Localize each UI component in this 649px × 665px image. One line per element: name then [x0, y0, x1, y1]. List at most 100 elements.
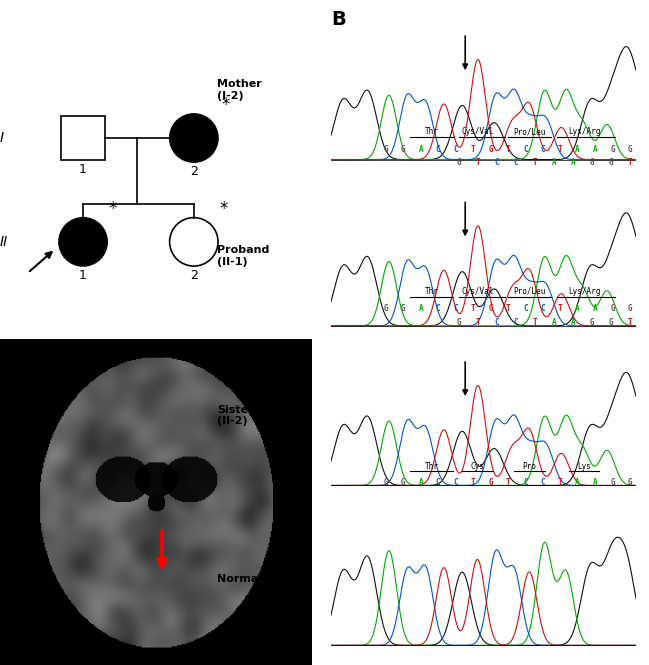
Text: A: A: [570, 158, 575, 167]
Text: Lys/Arg: Lys/Arg: [568, 287, 600, 296]
Text: A: A: [552, 0, 556, 1]
Text: Thr: Thr: [424, 127, 439, 136]
Text: C: C: [436, 144, 441, 154]
Text: A: A: [419, 144, 423, 154]
Text: C: C: [436, 478, 441, 487]
Text: C: C: [523, 144, 528, 154]
Text: Pro/Leu: Pro/Leu: [513, 127, 545, 136]
Text: A: A: [570, 317, 575, 327]
Text: G: G: [610, 304, 615, 313]
Text: C: C: [436, 304, 441, 313]
Text: T: T: [476, 158, 480, 167]
Text: C: C: [453, 144, 458, 154]
Text: A: A: [419, 478, 423, 487]
Text: A: A: [593, 144, 597, 154]
Text: *: *: [219, 200, 228, 217]
Text: C: C: [514, 317, 519, 327]
Text: Thr: Thr: [424, 462, 439, 471]
Text: 2: 2: [190, 165, 198, 178]
Circle shape: [169, 217, 218, 266]
Text: G: G: [610, 144, 615, 154]
Text: *: *: [108, 200, 117, 217]
Text: G: G: [609, 158, 613, 167]
Text: A: A: [570, 0, 575, 1]
Text: Cys/Val: Cys/Val: [461, 127, 494, 136]
Text: T: T: [558, 478, 563, 487]
Text: G: G: [590, 158, 594, 167]
Text: C: C: [453, 304, 458, 313]
Text: G: G: [590, 0, 594, 1]
Text: T: T: [533, 317, 537, 327]
Text: G: G: [609, 0, 613, 1]
Text: G: G: [457, 0, 461, 1]
Text: T: T: [628, 317, 632, 327]
Text: G: G: [488, 304, 493, 313]
Text: G: G: [628, 304, 632, 313]
Text: C: C: [495, 158, 499, 167]
Text: T: T: [558, 144, 563, 154]
Text: T: T: [506, 304, 510, 313]
Text: Lys: Lys: [577, 462, 591, 471]
Text: A: A: [593, 478, 597, 487]
Text: G: G: [488, 144, 493, 154]
Text: T: T: [471, 304, 475, 313]
Text: T: T: [628, 158, 632, 167]
Text: G: G: [384, 478, 388, 487]
Text: Lys/Arg: Lys/Arg: [568, 127, 600, 136]
Text: A: A: [419, 304, 423, 313]
Text: T: T: [506, 144, 510, 154]
Text: C: C: [495, 0, 499, 1]
Text: A: A: [575, 144, 580, 154]
Text: B: B: [331, 10, 346, 29]
Text: Sister
(II-2): Sister (II-2): [217, 405, 254, 426]
Text: C: C: [541, 304, 545, 313]
Text: II: II: [0, 235, 8, 249]
Text: Proband
(II-1): Proband (II-1): [217, 245, 270, 267]
Text: A: A: [552, 158, 556, 167]
Text: G: G: [457, 158, 461, 167]
Text: C: C: [541, 478, 545, 487]
Text: 2: 2: [190, 269, 198, 281]
Text: G: G: [628, 144, 632, 154]
Text: G: G: [384, 144, 388, 154]
Text: C: C: [523, 304, 528, 313]
Text: A: A: [552, 317, 556, 327]
Text: G: G: [401, 478, 406, 487]
Text: Cys: Cys: [471, 462, 484, 471]
Text: C: C: [514, 158, 519, 167]
Text: A: A: [575, 304, 580, 313]
Circle shape: [59, 217, 107, 266]
Text: T: T: [533, 0, 537, 1]
Text: G: G: [457, 317, 461, 327]
FancyBboxPatch shape: [61, 116, 105, 160]
Text: 1: 1: [79, 163, 87, 176]
Text: C: C: [495, 317, 499, 327]
Text: T: T: [476, 0, 480, 1]
Text: Thr: Thr: [424, 287, 439, 296]
Text: Cys/Val: Cys/Val: [461, 287, 494, 296]
Text: C: C: [523, 478, 528, 487]
Text: T: T: [506, 478, 510, 487]
Text: G: G: [384, 304, 388, 313]
Text: G: G: [401, 304, 406, 313]
Circle shape: [169, 114, 218, 162]
Text: C: C: [514, 0, 519, 1]
Text: A: A: [593, 304, 597, 313]
Text: G: G: [609, 317, 613, 327]
Text: G: G: [610, 478, 615, 487]
Text: Pro/Leu: Pro/Leu: [513, 287, 545, 296]
Text: 1: 1: [79, 269, 87, 281]
Text: I: I: [0, 131, 4, 145]
Text: T: T: [558, 304, 563, 313]
Text: G: G: [401, 144, 406, 154]
Text: G: G: [590, 317, 594, 327]
Text: C: C: [453, 478, 458, 487]
Text: *: *: [221, 96, 230, 114]
Text: Pro: Pro: [522, 462, 536, 471]
Text: T: T: [476, 317, 480, 327]
Text: G: G: [628, 478, 632, 487]
Text: C: C: [541, 144, 545, 154]
Text: Normal: Normal: [217, 573, 263, 584]
Text: T: T: [471, 144, 475, 154]
Text: T: T: [533, 158, 537, 167]
